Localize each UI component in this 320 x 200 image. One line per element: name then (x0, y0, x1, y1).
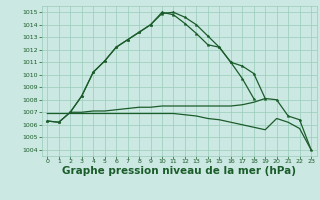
X-axis label: Graphe pression niveau de la mer (hPa): Graphe pression niveau de la mer (hPa) (62, 166, 296, 176)
